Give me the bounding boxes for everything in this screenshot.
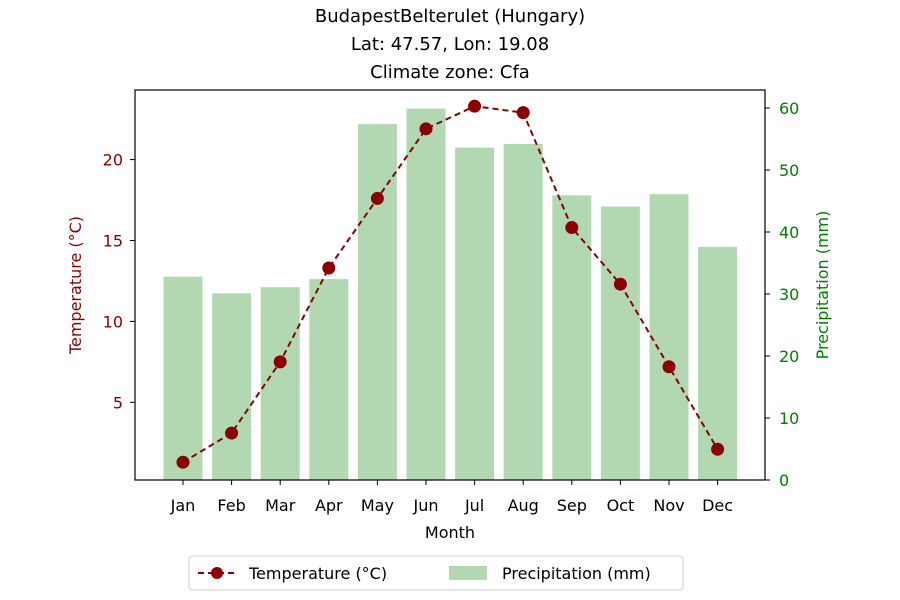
x-axis-label: Month bbox=[425, 523, 475, 542]
x-tick-label-jul: Jul bbox=[464, 496, 484, 515]
temperature-series-line bbox=[182, 105, 719, 464]
legend-marker-swatch bbox=[211, 567, 223, 579]
temperature-point-feb bbox=[225, 426, 239, 440]
temperature-point-jun bbox=[419, 122, 433, 136]
x-axis: Jan Feb Mar Apr May Jun Jul Aug Sep Oct Nov Dec bbox=[170, 480, 733, 515]
temperature-point-jan bbox=[176, 455, 190, 469]
temperature-point-jul bbox=[468, 99, 482, 113]
legend-label-temperature: Temperature (°C) bbox=[248, 564, 387, 583]
legend: Temperature (°C) Precipitation (mm) bbox=[188, 555, 684, 591]
y-right-tick-label-40: 40 bbox=[779, 223, 799, 242]
precipitation-bars bbox=[163, 108, 738, 481]
y-axis-left-label: Temperature (°C) bbox=[66, 216, 85, 355]
x-tick-label-mar: Mar bbox=[265, 496, 296, 515]
temperature-point-oct bbox=[613, 277, 627, 291]
y-right-tick-label-30: 30 bbox=[779, 285, 799, 304]
temperature-point-may bbox=[370, 191, 384, 205]
temperature-point-dec bbox=[711, 442, 725, 456]
precipitation-bar-sep bbox=[552, 195, 592, 481]
y-axis-left: 5 10 15 20 bbox=[103, 151, 135, 412]
y-right-tick-label-20: 20 bbox=[779, 347, 799, 366]
precipitation-bar-jan bbox=[163, 276, 203, 480]
chart-title: BudapestBelterulet (Hungary) Lat: 47.57,… bbox=[315, 6, 585, 83]
y-left-tick-label-20: 20 bbox=[103, 151, 123, 170]
x-tick-label-oct: Oct bbox=[607, 496, 635, 515]
temperature-line bbox=[182, 105, 719, 464]
x-tick-label-dec: Dec bbox=[702, 496, 733, 515]
x-tick-label-jun: Jun bbox=[413, 496, 439, 515]
temperature-point-mar bbox=[273, 355, 287, 369]
precipitation-bar-jun bbox=[406, 108, 446, 480]
y-left-tick-label-10: 10 bbox=[103, 312, 123, 331]
precipitation-bar-dec bbox=[698, 246, 738, 480]
precipitation-bar-jul bbox=[455, 147, 495, 480]
y-right-tick-label-50: 50 bbox=[779, 161, 799, 180]
y-axis-right-label: Precipitation (mm) bbox=[813, 211, 832, 360]
x-tick-label-nov: Nov bbox=[653, 496, 684, 515]
y-right-tick-label-0: 0 bbox=[779, 471, 789, 490]
temperature-points bbox=[176, 99, 725, 469]
plot-frame bbox=[134, 89, 766, 481]
temperature-point-apr bbox=[322, 261, 336, 275]
x-tick-label-sep: Sep bbox=[557, 496, 587, 515]
y-right-tick-label-10: 10 bbox=[779, 409, 799, 428]
precipitation-bar-may bbox=[357, 124, 397, 480]
temperature-point-nov bbox=[662, 360, 676, 374]
y-axis-right: 0 10 20 30 40 50 60 bbox=[765, 99, 799, 490]
precipitation-bar-feb bbox=[212, 293, 252, 480]
precipitation-bar-aug bbox=[503, 143, 543, 481]
y-left-tick-label-15: 15 bbox=[103, 231, 123, 250]
precipitation-bar-oct bbox=[600, 206, 640, 480]
x-tick-label-aug: Aug bbox=[508, 496, 539, 515]
y-right-tick-label-60: 60 bbox=[779, 99, 799, 118]
legend-frame bbox=[188, 555, 684, 591]
legend-label-precipitation: Precipitation (mm) bbox=[502, 564, 651, 583]
title-line-3: Climate zone: Cfa bbox=[370, 62, 530, 83]
title-line-1: BudapestBelterulet (Hungary) bbox=[315, 6, 585, 27]
precipitation-bar-apr bbox=[309, 279, 349, 480]
precipitation-bar-mar bbox=[260, 287, 300, 480]
x-tick-label-jan: Jan bbox=[170, 496, 196, 515]
precipitation-bar-nov bbox=[649, 194, 689, 480]
legend-bar-swatch bbox=[449, 566, 487, 580]
x-tick-label-apr: Apr bbox=[315, 496, 343, 515]
temperature-point-sep bbox=[565, 221, 579, 235]
y-left-tick-label-5: 5 bbox=[113, 393, 123, 412]
x-tick-label-may: May bbox=[361, 496, 394, 515]
temperature-point-aug bbox=[516, 106, 530, 120]
x-tick-label-feb: Feb bbox=[217, 496, 245, 515]
title-line-2: Lat: 47.57, Lon: 19.08 bbox=[351, 34, 549, 55]
